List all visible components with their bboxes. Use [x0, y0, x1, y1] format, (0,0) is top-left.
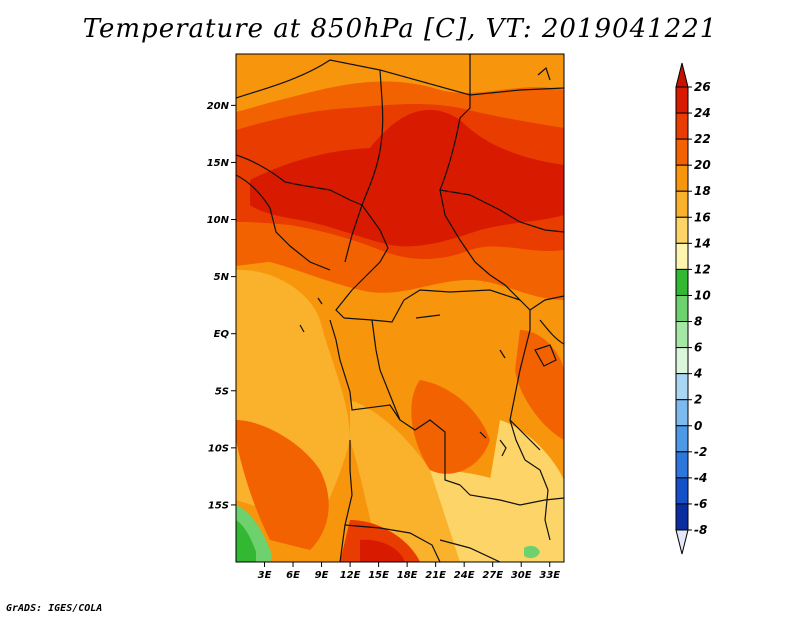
colorbar-label: 12 — [694, 262, 711, 276]
map-title: Temperature at 850hPa [C], VT: 201904122… — [82, 14, 718, 44]
lat-tick-label: 15N — [207, 158, 230, 169]
colorbar-swatch — [675, 268, 689, 296]
colorbar-label: 6 — [694, 341, 702, 355]
colorbar-swatch — [675, 347, 689, 375]
colorbar-swatch — [675, 373, 689, 401]
colorbar-label: 14 — [694, 236, 711, 250]
lon-tick-label: 3E — [258, 570, 272, 581]
colorbar-bottom-arrow — [675, 529, 689, 555]
colorbar-label: -2 — [694, 445, 707, 459]
colorbar-label: 18 — [694, 184, 711, 198]
lat-tick-label: 5S — [215, 386, 229, 397]
colorbar-swatch — [675, 399, 689, 427]
lon-tick-label: 33E — [539, 570, 560, 581]
lat-tick-label: 15S — [208, 500, 229, 511]
lat-tick-label: 10N — [207, 215, 230, 226]
colorbar-swatch — [675, 138, 689, 166]
temperature-field — [236, 54, 564, 562]
lat-tick-label: 5N — [214, 272, 230, 283]
colorbar-label: 20 — [694, 158, 711, 172]
colorbar-swatch — [675, 294, 689, 323]
colorbar-swatch — [675, 503, 689, 531]
lat-tick-label: EQ — [214, 329, 230, 340]
lon-tick-label: 30E — [511, 570, 532, 581]
colorbar-swatch — [675, 112, 689, 140]
lon-tick-label: 21E — [425, 570, 446, 581]
colorbar-swatch — [675, 190, 689, 218]
lon-tick-label: 27E — [482, 570, 503, 581]
grads-credit: GrADS: IGES/COLA — [6, 603, 103, 614]
colorbar-label: 24 — [694, 106, 711, 120]
colorbar-label: 26 — [694, 80, 711, 94]
colorbar-label: -8 — [694, 523, 707, 537]
colorbar-swatch — [675, 86, 689, 114]
lat-tick-label: 10S — [208, 443, 229, 454]
lon-tick-label: 12E — [340, 570, 361, 581]
lon-tick-label: 24E — [454, 570, 475, 581]
colorbar-swatch — [675, 477, 689, 505]
colorbar-swatch — [675, 216, 689, 244]
colorbar-swatch — [675, 451, 689, 479]
colorbar-swatch — [675, 321, 689, 349]
lat-tick-label: 20N — [207, 101, 230, 112]
colorbar-label: 16 — [694, 210, 711, 224]
colorbar-label: 0 — [694, 419, 702, 433]
country-borders — [236, 54, 564, 562]
lon-tick-label: 6E — [286, 570, 300, 581]
colorbar-label: 22 — [694, 132, 711, 146]
colorbar-swatch — [675, 425, 689, 453]
longitude-axis: 3E 6E 9E 12E 15E 18E 21E 24E 27E 30E 33E — [258, 562, 560, 581]
colorbar-swatch — [675, 164, 689, 192]
latitude-axis: 20N 15N 10N 5N EQ 5S 10S 15S — [207, 101, 236, 511]
colorbar-label: 10 — [694, 288, 711, 302]
lon-tick-label: 15E — [368, 570, 389, 581]
colorbar-label: 4 — [693, 367, 702, 381]
map-frame — [235, 53, 565, 563]
colorbar-label: 2 — [694, 393, 702, 407]
colorbar-swatch — [675, 242, 689, 270]
lon-tick-label: 9E — [315, 570, 329, 581]
colorbar-label: -6 — [694, 497, 707, 511]
colorbar-label: 8 — [694, 315, 702, 329]
colorbar-label: -4 — [694, 471, 707, 485]
colorbar-top-arrow — [675, 62, 689, 88]
lon-tick-label: 18E — [397, 570, 418, 581]
